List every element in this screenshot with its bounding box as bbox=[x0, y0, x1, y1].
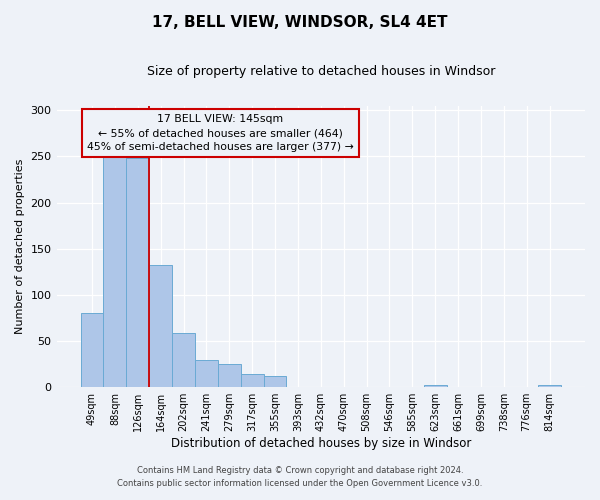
Bar bbox=[538, 386, 561, 387]
Bar bbox=[218, 364, 241, 387]
Text: 17 BELL VIEW: 145sqm
← 55% of detached houses are smaller (464)
45% of semi-deta: 17 BELL VIEW: 145sqm ← 55% of detached h… bbox=[87, 114, 354, 152]
Bar bbox=[172, 332, 195, 387]
Bar bbox=[241, 374, 263, 387]
Bar bbox=[263, 376, 286, 387]
Bar bbox=[80, 314, 103, 387]
Bar bbox=[127, 158, 149, 387]
Title: Size of property relative to detached houses in Windsor: Size of property relative to detached ho… bbox=[146, 65, 495, 78]
Text: 17, BELL VIEW, WINDSOR, SL4 4ET: 17, BELL VIEW, WINDSOR, SL4 4ET bbox=[152, 15, 448, 30]
Y-axis label: Number of detached properties: Number of detached properties bbox=[15, 158, 25, 334]
Bar bbox=[149, 266, 172, 387]
X-axis label: Distribution of detached houses by size in Windsor: Distribution of detached houses by size … bbox=[170, 437, 471, 450]
Bar bbox=[103, 156, 127, 387]
Bar bbox=[195, 360, 218, 387]
Bar bbox=[424, 386, 446, 387]
Text: Contains HM Land Registry data © Crown copyright and database right 2024.
Contai: Contains HM Land Registry data © Crown c… bbox=[118, 466, 482, 487]
